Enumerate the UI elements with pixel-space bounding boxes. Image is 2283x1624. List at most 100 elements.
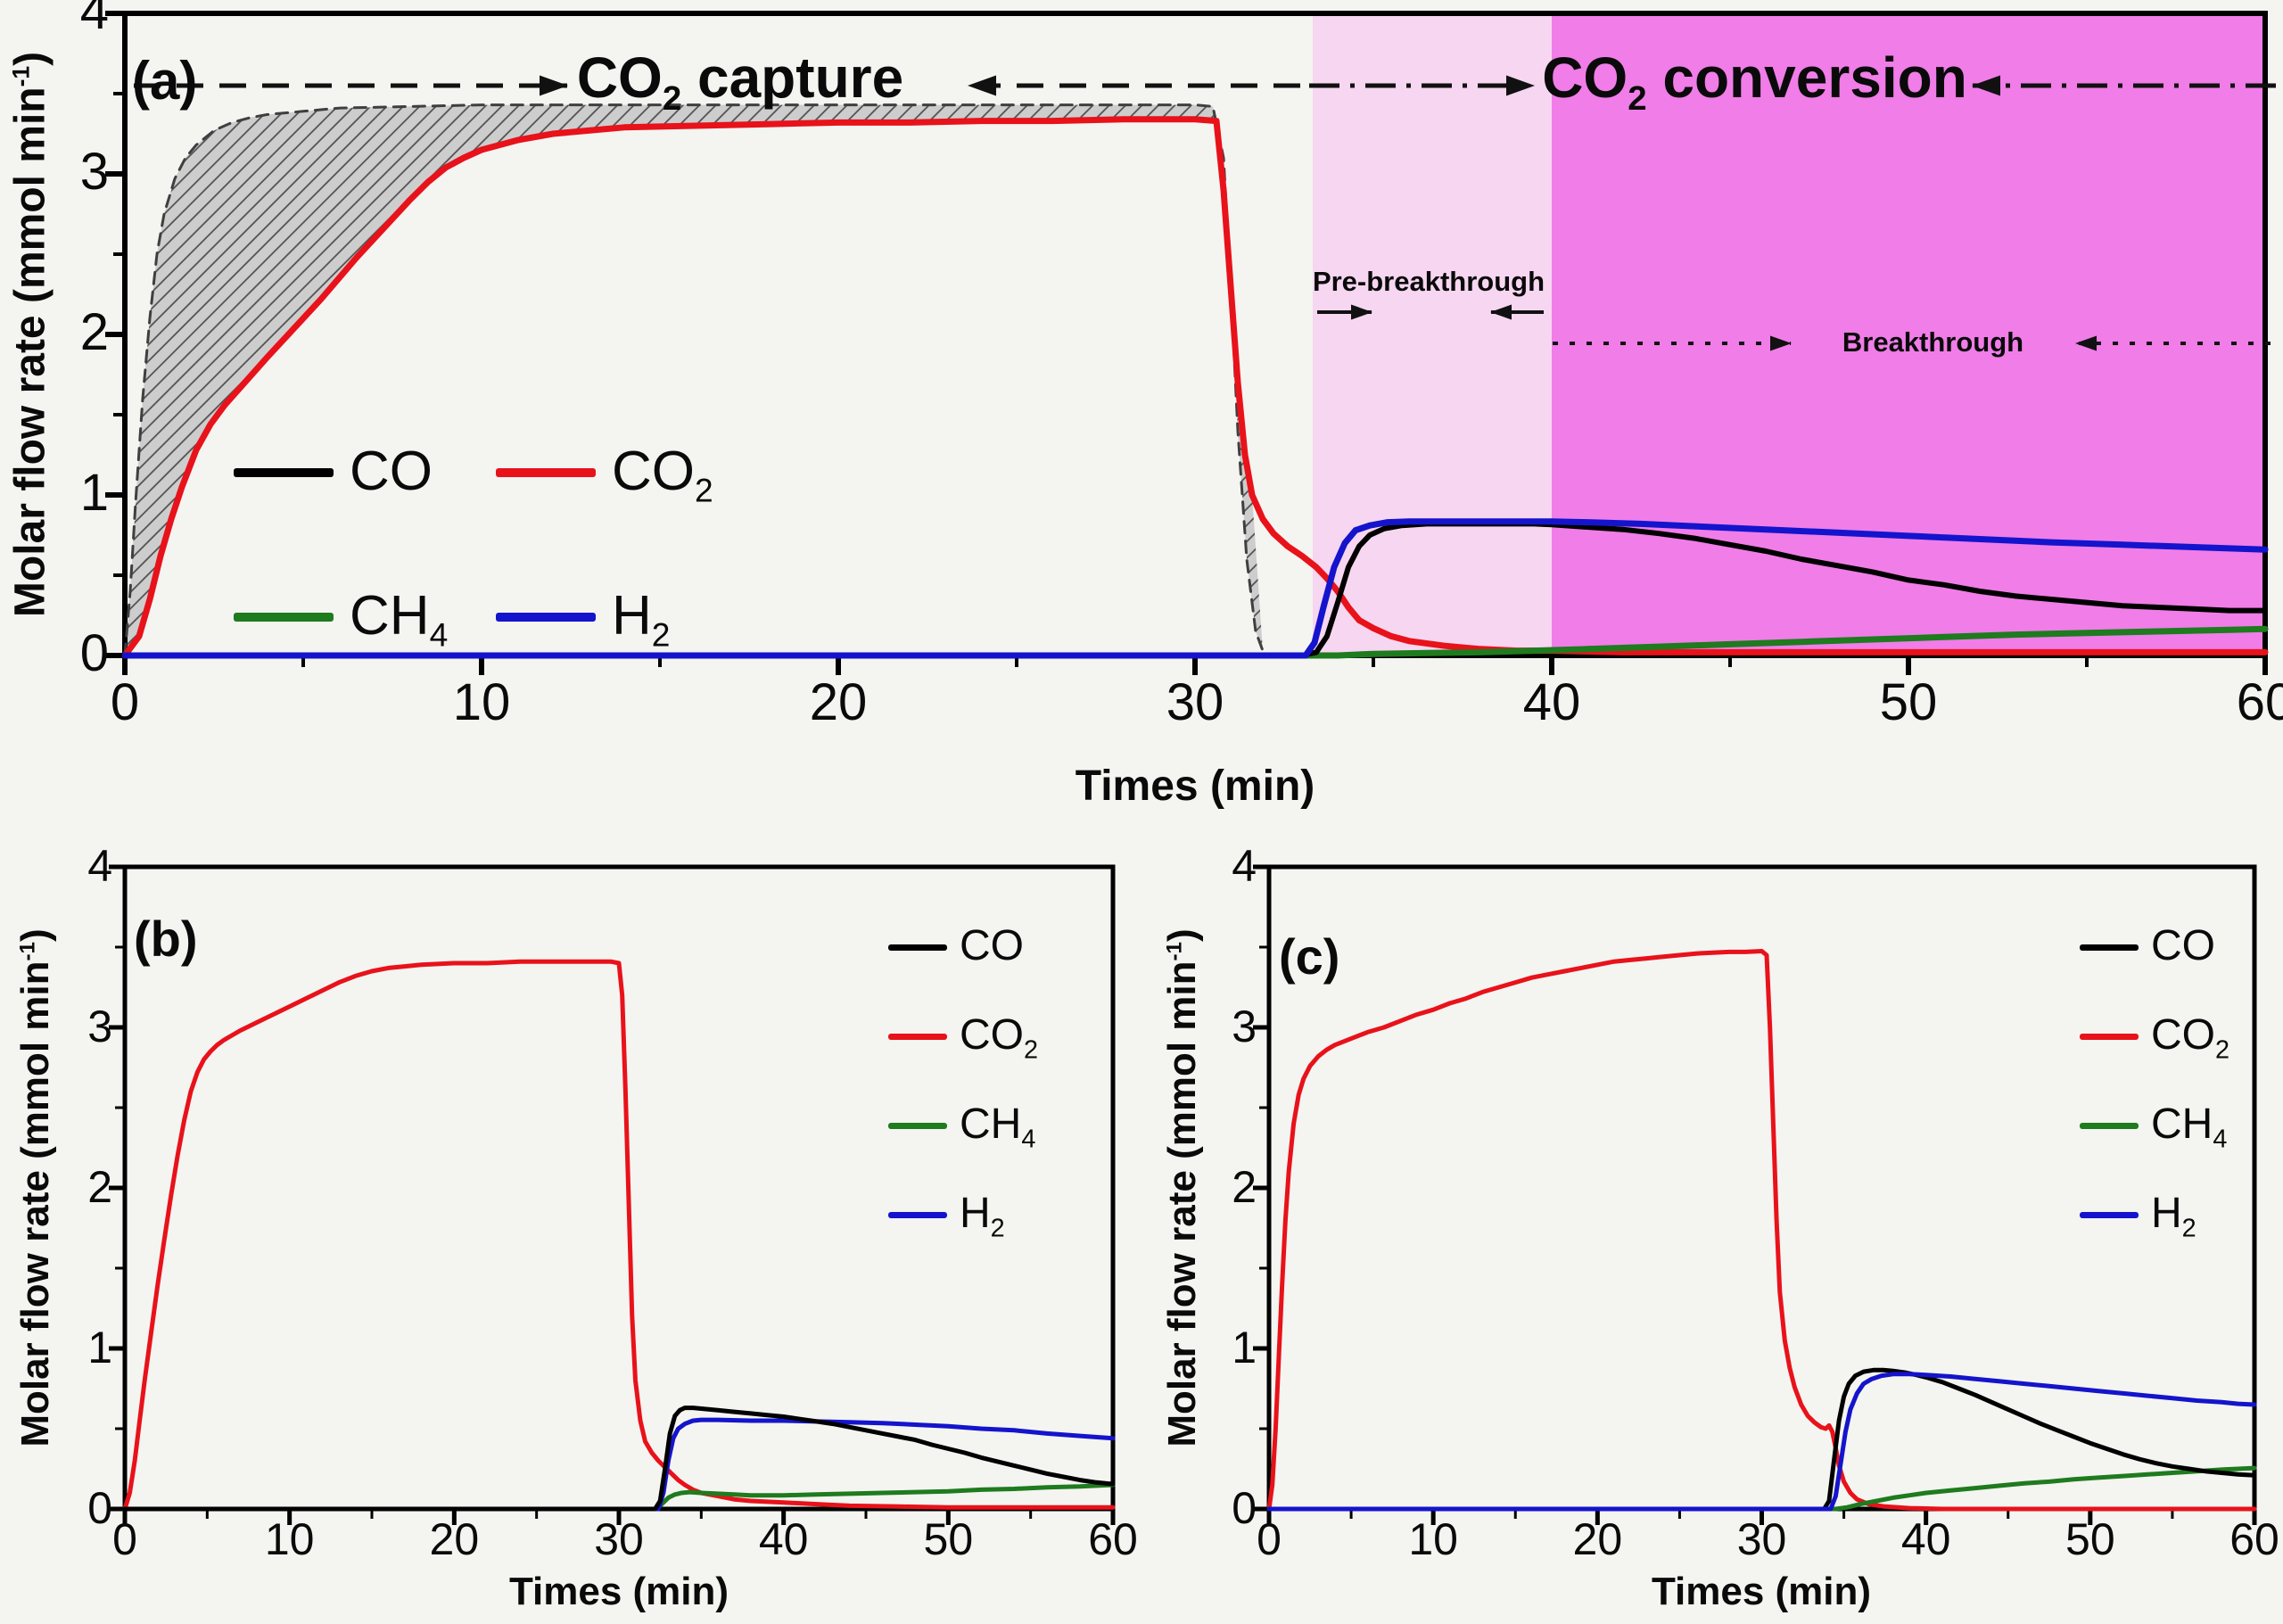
legend-swatch-CH4 [888, 1122, 947, 1129]
panel-a-y-tick-label-1: 1 [79, 464, 109, 523]
legend-label-CO: CO [2151, 922, 2215, 970]
tick-marks [1253, 864, 2257, 1525]
panel-b-plot [109, 864, 1116, 1525]
co2-conversion-title-rest: conversion [1646, 45, 1967, 110]
tick-marks [105, 11, 2268, 675]
panel-b-x-tick-label-0: 0 [112, 1514, 137, 1564]
panel-c-y-title-close: ) [1160, 928, 1204, 942]
panel-a-label: (a) [132, 51, 198, 111]
panel-b-y-title-close: ) [13, 928, 57, 942]
legend-swatch-CH4 [2080, 1122, 2139, 1129]
co2-conversion-title: CO2 conversion [1512, 45, 1998, 115]
panel-b-y-tick-label-0: 0 [87, 1482, 112, 1533]
panel-c-x-tick-label-10: 10 [1408, 1514, 1458, 1564]
co2-capture-title-sub: 2 [662, 78, 682, 118]
panel-b-series-CH4 [122, 1482, 1116, 1512]
panel-a-series-CO2 [122, 116, 2269, 659]
legend-swatch-CO [234, 468, 334, 477]
panel-a-x-axis-title: Times (min) [1075, 763, 1315, 810]
panel-c-plot [1253, 864, 2257, 1525]
panel-c-label: (c) [1279, 928, 1340, 985]
legend-label-CO2: CO2 [960, 1011, 1039, 1065]
panel-a-y-tick-label-3: 3 [79, 143, 109, 202]
panel-b-x-tick-label-50: 50 [923, 1514, 974, 1564]
panel-a-x-tick-label-30: 30 [1166, 673, 1224, 731]
panel-a-y-title-sup: -1 [7, 65, 35, 87]
panel-c-y-tick-label-3: 3 [1232, 1001, 1257, 1051]
co2-conversion-title-main: CO [1542, 45, 1628, 110]
panel-b-y-tick-label-2: 2 [87, 1161, 112, 1212]
panel-a-y-tick-label-0: 0 [79, 624, 109, 683]
panel-a-y-tick-label-2: 2 [79, 303, 109, 362]
co2-capture-title: CO2 capture [499, 45, 981, 115]
region-pre-breakthrough [1313, 13, 1552, 655]
panel-a-y-tick-label-4: 4 [79, 0, 109, 41]
pre-breakthrough-label: Pre-breakthrough [1312, 266, 1545, 297]
panel-c-x-tick-label-30: 30 [1736, 1514, 1787, 1564]
panel-c-y-tick-label-1: 1 [1232, 1322, 1257, 1373]
panel-a-x-tick-label-20: 20 [809, 673, 868, 731]
co2-conversion-title-sub: 2 [1628, 78, 1647, 118]
panel-b-y-tick-label-1: 1 [87, 1322, 112, 1373]
panel-b-x-axis-title: Times (min) [508, 1570, 729, 1613]
panel-c-x-tick-label-60: 60 [2229, 1514, 2279, 1564]
co2-capture-title-rest: capture [681, 45, 904, 110]
panel-b-label: (b) [134, 911, 198, 967]
legend-swatch-CO2 [2080, 1033, 2139, 1040]
legend-label-CO: CO [960, 922, 1024, 970]
panel-a-y-title-close: ) [6, 51, 54, 66]
panel-a-plot [105, 11, 2269, 675]
panel-b-y-title-sup: -1 [15, 941, 40, 961]
breakthrough-label: Breakthrough [1842, 326, 2024, 358]
legend-swatch-H2 [2080, 1211, 2139, 1218]
panel-a-x-tick-label-50: 50 [1879, 673, 1938, 731]
panel-c-x-tick-label-0: 0 [1257, 1514, 1282, 1564]
panel-c-x-tick-label-20: 20 [1572, 1514, 1623, 1564]
panel-c-series-CO2 [1266, 949, 2257, 1512]
panel-c-series-H2 [1266, 1372, 2257, 1512]
panel-b-y-tick-label-4: 4 [87, 840, 112, 891]
panel-a-series-H2 [122, 518, 2269, 659]
legend-label-CH4: CH4 [2151, 1101, 2228, 1154]
panel-b-y-tick-label-3: 3 [87, 1001, 112, 1051]
legend-label-CH4: CH4 [350, 584, 449, 654]
legend-swatch-CO2 [888, 1033, 947, 1040]
legend-label-H2: H2 [2151, 1190, 2196, 1243]
legend-label-H2: H2 [960, 1190, 1005, 1243]
panel-a-series-CH4 [122, 625, 2269, 659]
legend-label-H2: H2 [612, 584, 671, 654]
panel-c-y-tick-label-0: 0 [1232, 1482, 1257, 1533]
panel-c-series-CO [1266, 1367, 2257, 1512]
legend-label-CO2: CO2 [2151, 1011, 2230, 1065]
legend-swatch-CO2 [496, 468, 596, 477]
panel-b-series-CO [122, 1406, 1116, 1512]
legend-swatch-CH4 [234, 613, 334, 622]
legend-swatch-CO [2080, 944, 2139, 951]
axes-frame [1266, 864, 2257, 1512]
panel-c-y-tick-label-2: 2 [1232, 1161, 1257, 1212]
panel-b-x-tick-label-30: 30 [594, 1514, 644, 1564]
legend-label-CH4: CH4 [960, 1101, 1036, 1154]
legend-swatch-H2 [496, 613, 596, 622]
panel-c-y-tick-label-4: 4 [1232, 840, 1257, 891]
legend-label-CO2: CO2 [612, 440, 713, 509]
panel-b-x-tick-label-40: 40 [758, 1514, 809, 1564]
panel-c-y-title-sup: -1 [1162, 941, 1187, 961]
tick-marks [109, 864, 1116, 1525]
panel-b-x-tick-label-60: 60 [1088, 1514, 1138, 1564]
panel-c-x-tick-label-50: 50 [2065, 1514, 2115, 1564]
panel-a-x-tick-label-40: 40 [1522, 673, 1581, 731]
panel-a-x-tick-label-0: 0 [110, 673, 140, 731]
captured-co2-hatch-area [125, 104, 1263, 656]
legend-label-CO: CO [350, 440, 433, 502]
legend-swatch-H2 [888, 1211, 947, 1218]
stage-annotation-arrows [134, 75, 2276, 351]
panel-a-x-tick-label-10: 10 [452, 673, 511, 731]
panel-b-x-tick-label-20: 20 [429, 1514, 480, 1564]
panel-b-series-H2 [122, 1417, 1116, 1512]
panel-a-x-tick-label-60: 60 [2236, 673, 2283, 731]
panel-c-x-tick-label-40: 40 [1900, 1514, 1951, 1564]
panel-c-x-axis-title: Times (min) [1651, 1570, 1872, 1613]
